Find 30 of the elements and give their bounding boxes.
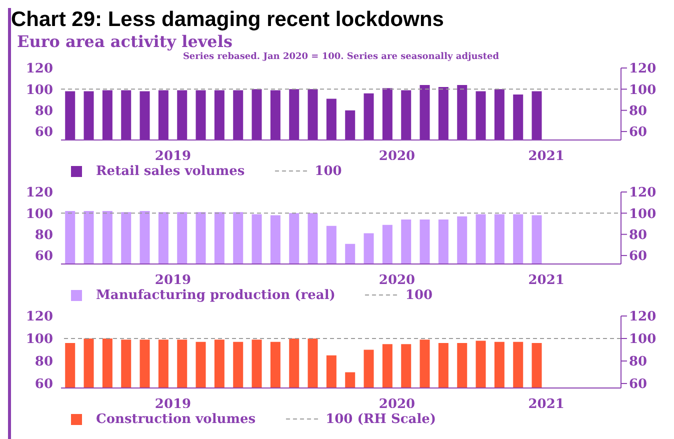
chart-subtitle: Euro area activity levels [16, 32, 234, 52]
x-tick-label: 2019 [154, 397, 192, 412]
legend-label: Manufacturing production (real) [95, 288, 336, 302]
legend-label: Construction volumes [95, 412, 256, 426]
y-tick-label: 60 [629, 125, 648, 140]
chart-title: Chart 29: Less damaging recent lockdowns [11, 8, 445, 32]
x-tick-label: 2021 [528, 149, 564, 164]
legend-label: 100 [314, 164, 342, 178]
y-tick-label: 60 [629, 249, 648, 264]
legend-label: Retail sales volumes [95, 164, 245, 178]
y-tick-label: 120 [26, 310, 53, 325]
y-tick-label: 100 [629, 82, 656, 98]
y-tick-label: 80 [629, 104, 648, 119]
legend-label: 100 (RH Scale) [324, 412, 436, 426]
x-tick-label: 2019 [154, 273, 192, 288]
y-tick-label: 120 [629, 186, 656, 201]
y-tick-label: 120 [629, 62, 656, 77]
y-tick-label: 100 [26, 332, 53, 348]
x-tick-label: 2019 [154, 149, 192, 164]
y-tick-label: 60 [34, 377, 53, 392]
y-tick-label: 80 [629, 228, 648, 243]
x-tick-label: 2020 [378, 149, 416, 164]
text: Series rebased. Jan 2020 = 100. Series are seasonally adjusted [182, 52, 500, 62]
x-tick-label: 2021 [528, 397, 564, 412]
x-tick-label: 2021 [528, 273, 564, 288]
legend-label: 100 [404, 288, 433, 302]
x-tick-label: 2020 [378, 273, 416, 288]
y-tick-label: 100 [629, 206, 656, 222]
x-tick-label: 2020 [378, 397, 416, 412]
y-tick-label: 80 [34, 354, 53, 370]
